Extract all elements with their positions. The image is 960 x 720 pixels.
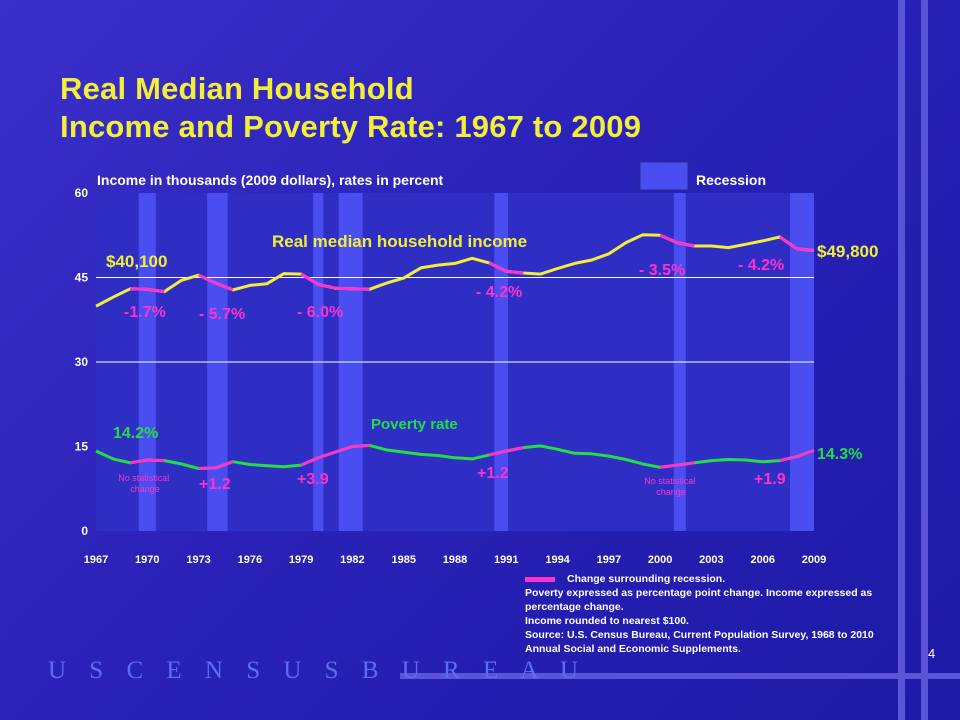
x-tick-label: 2006 <box>750 554 774 566</box>
page-number: 4 <box>928 646 936 661</box>
poverty-change-segment <box>334 443 370 454</box>
recession-change-overlay <box>129 233 815 470</box>
chart-notes: Change surrounding recession. Poverty ex… <box>525 572 895 656</box>
income-change-1980: - 6.0% <box>297 304 343 321</box>
x-tick-label: 1973 <box>186 554 210 566</box>
recession-legend-swatch <box>639 161 689 191</box>
income-start-label: $40,100 <box>106 252 167 271</box>
decorative-vertical-bar <box>898 0 905 720</box>
poverty-change-1990: +1.2 <box>477 465 509 482</box>
y-tick-label: 45 <box>75 271 89 285</box>
poverty-end-label: 14.3% <box>817 446 862 463</box>
gridlines <box>96 277 814 363</box>
poverty-change-segment <box>198 460 234 470</box>
income-end-label: $49,800 <box>817 242 878 261</box>
change-legend: Change surrounding recession. <box>525 572 895 586</box>
y-tick-label: 60 <box>75 186 89 200</box>
slide-title: Real Median Household Income and Poverty… <box>60 70 641 146</box>
change-legend-swatch <box>525 576 555 582</box>
poverty-start-label: 14.2% <box>113 425 158 442</box>
income-change-segment <box>335 286 370 291</box>
income-change-1973: - 5.7% <box>199 306 245 323</box>
x-tick-label: 1994 <box>545 554 570 566</box>
income-change-segment <box>659 233 695 248</box>
x-tick-label: 1976 <box>238 554 262 566</box>
change-legend-label: Change surrounding recession. <box>567 573 726 585</box>
x-tick-label: 1970 <box>135 554 159 566</box>
poverty-change-segment <box>779 448 815 463</box>
income-change-segment <box>778 235 815 252</box>
x-tick-label: 1997 <box>597 554 621 566</box>
recession-legend-label: Recession <box>696 172 766 188</box>
x-tick-label: 1982 <box>340 554 364 566</box>
x-tick-label: 2009 <box>802 554 826 566</box>
poverty-change-2001-text: No statistical <box>644 476 695 486</box>
title-line-2: Income and Poverty Rate: 1967 to 2009 <box>60 109 642 144</box>
income-change-segment <box>130 287 165 294</box>
x-tick-label: 1991 <box>494 554 518 566</box>
x-tick-label: 1967 <box>84 554 108 566</box>
decorative-footer-bar <box>400 673 960 679</box>
note-poverty-income: Poverty expressed as percentage point ch… <box>525 587 873 613</box>
axis-caption: Income in thousands (2009 dollars), rate… <box>97 172 444 188</box>
income-change-2001: - 3.5% <box>639 262 685 279</box>
poverty-change-segment <box>659 461 695 469</box>
poverty-change-1980: +3.9 <box>297 471 329 488</box>
x-tick-label: 1988 <box>443 554 467 566</box>
poverty-change-2001-text-line2: change <box>656 487 686 497</box>
x-tick-label: 2003 <box>699 554 723 566</box>
census-bureau-wordmark: U S C E N S U S B U R E A U <box>48 657 587 684</box>
note-source: Source: U.S. Census Bureau, Current Popu… <box>525 629 874 655</box>
note-rounding: Income rounded to nearest $100. <box>525 615 689 627</box>
poverty-change-segment <box>300 450 336 467</box>
poverty-change-segment <box>488 446 524 457</box>
poverty-change-2001: No statistical change <box>644 476 698 497</box>
y-tick-label: 30 <box>75 355 89 369</box>
income-series-label: Real median household income <box>272 232 527 251</box>
decorative-vertical-bar <box>921 0 928 720</box>
income-change-2007: - 4.2% <box>738 257 784 274</box>
title-line-1: Real Median Household <box>60 71 414 106</box>
axis-ticks: 0 15 30 45 60 1967 1970 1973 1976 1979 1982 1985 198… <box>75 186 827 566</box>
poverty-series-label: Poverty rate <box>371 416 458 433</box>
y-tick-label: 15 <box>75 440 89 454</box>
income-change-1990: - 4.2% <box>476 284 522 301</box>
poverty-change-1969-text-line2: change <box>130 484 160 494</box>
y-tick-label: 0 <box>81 524 88 538</box>
poverty-change-2007: +1.9 <box>754 471 786 488</box>
income-change-1969: -1.7% <box>124 304 166 321</box>
x-tick-label: 2000 <box>648 554 672 566</box>
poverty-change-1973: +1.2 <box>199 476 231 493</box>
x-tick-label: 1985 <box>391 554 415 566</box>
income-change-segment <box>197 273 234 292</box>
x-tick-label: 1979 <box>289 554 313 566</box>
poverty-change-1969-text: No statistical <box>118 473 169 483</box>
poverty-change-1969: No statistical change <box>118 473 172 494</box>
income-change-segment <box>300 272 336 290</box>
income-change-segment <box>488 261 524 275</box>
poverty-change-segment <box>129 458 165 465</box>
